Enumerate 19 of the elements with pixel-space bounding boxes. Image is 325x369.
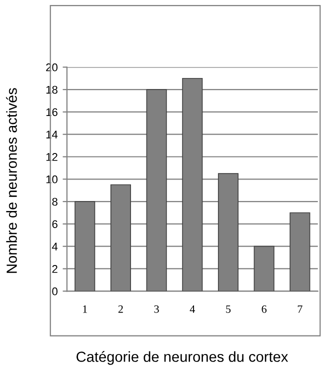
x-tick-label: 2 [118,305,123,313]
x-tick-label: 1 [83,305,87,313]
y-tick-label: 2 [52,265,58,273]
y-tick-label: 16 [46,108,58,116]
y-tick-label: 4 [52,242,58,250]
y-tick-label: 0 [52,287,58,296]
y-tick-label: 18 [46,86,58,94]
x-tick-label: 5 [226,305,231,313]
y-tick-label: 8 [52,198,58,206]
y-tick-label: 6 [52,220,58,228]
x-axis-title: Catégorie de neurones du cortex [76,351,288,365]
x-tick-label: 6 [262,305,267,313]
x-tick-label: 7 [298,305,302,313]
x-tick-label: 3 [154,305,159,313]
x-tick-label: 4 [190,305,196,313]
y-tick-label: 14 [46,130,58,138]
y-tick-label: 12 [46,153,58,161]
y-axis-title: Nombre de neurones activés [6,88,17,273]
y-tick-label: 10 [46,175,58,184]
